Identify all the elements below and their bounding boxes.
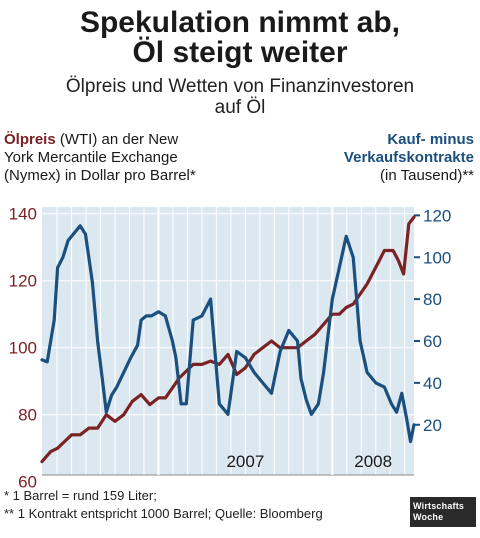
net-contracts-line (40, 224, 416, 444)
left-axis-label: Ölpreis (WTI) an der New York Mercantile… (4, 131, 304, 185)
chart-subtitle-line2: auf Öl (214, 97, 266, 118)
left-tick-label: 140 (9, 205, 37, 224)
left-tick-label: 120 (9, 272, 37, 291)
left-tick-label: 100 (9, 339, 37, 358)
chart-title-line2: Öl steigt weiter (132, 36, 348, 69)
x-tick-label: 2007 (226, 452, 264, 471)
right-tick-label: 120 (423, 206, 451, 225)
chart-title-line1: Spekulation nimmt ab, (79, 6, 401, 39)
x-tick-label: 2008 (354, 452, 392, 471)
left-tick-label: 60 (18, 473, 37, 492)
left-tick-label: 80 (18, 406, 37, 425)
right-axis-label: Kauf- minus Verkaufskontrakte (in Tausen… (234, 131, 474, 185)
right-tick-label: 40 (423, 374, 442, 393)
logo-line1: Wirtschafts (413, 501, 465, 511)
oil-price-line (40, 215, 416, 464)
right-axis-label-line1: Kauf- minus (387, 131, 474, 148)
right-tick-label: 80 (423, 290, 442, 309)
logo-line2: Woche (413, 512, 444, 522)
publisher-logo: Wirtschafts Woche (410, 497, 476, 527)
left-axis-label-bold: Ölpreis (4, 131, 56, 148)
left-axis-label-line3: (Nymex) in Dollar pro Barrel* (4, 167, 196, 184)
left-axis-label-line2: York Mercantile Exchange (4, 149, 178, 166)
right-axis-label-line3: (in Tausend)** (380, 167, 474, 184)
footnote-1: * 1 Barrel = rund 159 Liter; (4, 488, 157, 503)
right-axis-label-line2: Verkaufskontrakte (343, 149, 474, 166)
right-tick-label: 100 (423, 248, 451, 267)
left-axis-label-rest: (WTI) an der New (55, 131, 179, 148)
chart-subtitle-line1: Ölpreis und Wetten von Finanzinvestoren (65, 76, 415, 97)
footnote-2: ** 1 Kontrakt entspricht 1000 Barrel; Qu… (4, 506, 323, 521)
right-tick-label: 20 (423, 416, 442, 435)
right-tick-label: 60 (423, 332, 442, 351)
